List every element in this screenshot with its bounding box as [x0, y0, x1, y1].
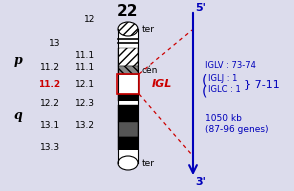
Text: 11.1: 11.1 — [75, 50, 95, 60]
Text: 12.2: 12.2 — [40, 99, 60, 108]
Bar — [118, 94, 138, 101]
Text: 5': 5' — [195, 3, 206, 13]
Text: ter: ter — [142, 159, 155, 168]
Bar — [118, 122, 138, 137]
Text: 12.1: 12.1 — [75, 79, 95, 88]
Text: } 7-11: } 7-11 — [244, 79, 280, 89]
Text: p: p — [14, 53, 22, 66]
Text: (: ( — [202, 84, 208, 98]
Text: 11.1: 11.1 — [75, 62, 95, 71]
Text: IGL: IGL — [152, 79, 172, 89]
Text: q: q — [14, 108, 22, 121]
Bar — [118, 29, 138, 163]
Text: IGLJ : 1: IGLJ : 1 — [208, 74, 237, 83]
Text: ter: ter — [142, 24, 155, 33]
Ellipse shape — [118, 22, 138, 36]
Bar — [117, 74, 139, 94]
Text: 12.3: 12.3 — [75, 99, 95, 108]
Bar — [118, 66, 138, 74]
Bar — [118, 36, 138, 48]
Ellipse shape — [118, 156, 138, 170]
Text: 22: 22 — [117, 3, 139, 19]
Text: (: ( — [202, 73, 208, 87]
Bar — [118, 101, 138, 105]
Bar — [118, 74, 138, 94]
Text: 3': 3' — [195, 177, 206, 187]
Text: 13.1: 13.1 — [40, 121, 60, 129]
Text: IGLC : 1: IGLC : 1 — [208, 84, 241, 94]
Bar — [118, 48, 138, 66]
Bar — [118, 150, 138, 165]
Text: 13.2: 13.2 — [75, 121, 95, 129]
Text: 1050 kb: 1050 kb — [205, 113, 242, 122]
Text: cén: cén — [142, 66, 158, 74]
Text: 13: 13 — [49, 39, 60, 48]
Bar — [118, 137, 138, 150]
Text: (87-96 genes): (87-96 genes) — [205, 125, 268, 134]
Text: 11.2: 11.2 — [38, 79, 60, 88]
Text: 11.2: 11.2 — [40, 62, 60, 71]
Text: 13.3: 13.3 — [40, 143, 60, 152]
Bar — [118, 105, 138, 122]
Text: 12: 12 — [83, 15, 95, 23]
Text: IGLV : 73-74: IGLV : 73-74 — [205, 61, 256, 70]
